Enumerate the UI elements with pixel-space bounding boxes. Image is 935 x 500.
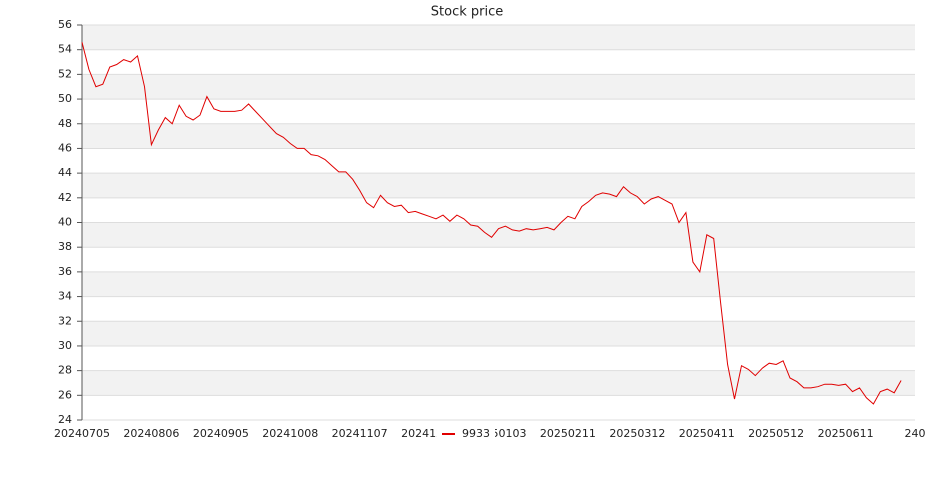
legend: 9933 [437,425,495,443]
y-tick-label: 28 [58,364,72,377]
x-tick-label: 20240905 [193,427,249,440]
y-tick-label: 48 [58,117,72,130]
legend-box [437,425,495,443]
grid-band [82,271,915,297]
x-tick-label: 20250211 [540,427,596,440]
y-tick-label: 42 [58,191,72,204]
x-tick-label: 20250312 [609,427,665,440]
x-tick-label: 20241008 [262,427,318,440]
price-line [81,42,902,405]
grid-band [82,321,915,346]
legend-label: 9933 [462,427,490,440]
grid-band [82,123,915,149]
y-tick-label: 56 [58,18,72,31]
y-tick-label: 40 [58,216,72,229]
y-tick-label: 36 [58,265,72,278]
x-tick-label: 20240806 [123,427,179,440]
y-tick-label: 34 [58,290,72,303]
y-tick-label: 44 [58,166,72,179]
y-tick-label: 32 [58,314,72,327]
y-tick-label: 54 [58,43,72,56]
grid-band [82,25,915,50]
y-tick-label: 30 [58,339,72,352]
grid-band [82,370,915,396]
y-tick-label: 26 [58,388,72,401]
x-tick-label: 240 [905,427,926,440]
chart-title: Stock price [431,5,503,20]
y-tick-label: 46 [58,141,72,154]
grid-band [82,74,915,100]
x-tick-label: 20241107 [332,427,388,440]
y-tick-label: 38 [58,240,72,253]
y-tick-label: 50 [58,92,72,105]
x-tick-label: 20240705 [54,427,110,440]
y-tick-label: 52 [58,67,72,80]
x-tick-label: 20250611 [818,427,874,440]
y-tick-label: 24 [58,413,72,426]
x-tick-label: 20250512 [748,427,804,440]
grid-band [82,222,915,248]
x-tick-label: 20250411 [679,427,735,440]
grid-band [82,173,915,198]
